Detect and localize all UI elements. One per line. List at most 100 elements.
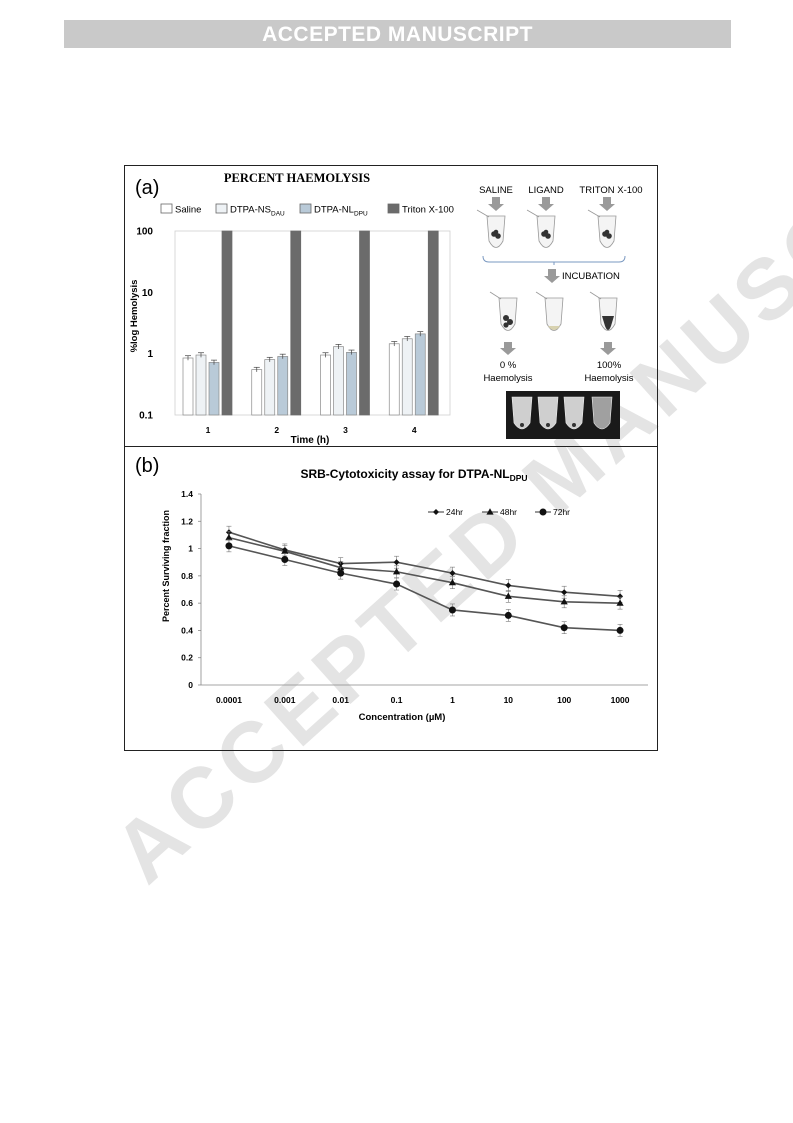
legend-label: DTPA-NLDPU <box>314 205 368 218</box>
data-point <box>616 599 624 606</box>
data-point <box>225 542 233 550</box>
srb-cytotoxicity-chart: (b) SRB-Cytotoxicity assay for DTPA-NLDP… <box>135 455 648 723</box>
data-point <box>433 509 439 515</box>
label-hundred-pct: 100% <box>597 360 622 371</box>
data-point <box>393 559 400 566</box>
bar <box>277 356 289 416</box>
data-point <box>561 589 568 596</box>
legend-label: 24hr <box>446 507 463 517</box>
plot-frame <box>174 230 451 416</box>
x-tick-label: 3 <box>343 425 348 435</box>
x-tick-label: 10 <box>504 695 514 705</box>
data-point <box>616 626 624 634</box>
bar <box>427 230 439 416</box>
bar <box>359 230 370 416</box>
y-tick-label: 0 <box>188 680 193 690</box>
x-tick-label: 0.001 <box>274 695 296 705</box>
data-point <box>504 592 512 599</box>
tube-icon <box>598 297 618 331</box>
accepted-manuscript-banner: ACCEPTED MANUSCRIPT <box>64 20 731 48</box>
bar <box>251 369 263 416</box>
arrow-down-icon <box>544 269 560 283</box>
panel-divider <box>125 446 657 447</box>
tube-icon <box>544 297 564 331</box>
y-tick-label: 0.8 <box>181 571 193 581</box>
y-tick-label: 100 <box>136 227 153 238</box>
bar <box>195 354 207 416</box>
y-tick-label: 0.6 <box>181 598 193 608</box>
figure-frame: (a) PERCENT HAEMOLYSIS Saline DTPA-NSDAU D… <box>124 165 658 751</box>
ligand-pellet <box>548 326 560 330</box>
label-triton: TRITON X-100 <box>579 185 642 196</box>
bar <box>290 230 302 416</box>
chart-b-xlabel: Concentration (µM) <box>359 712 446 723</box>
chart-b-title: SRB-Cytotoxicity assay for DTPA-NLDPU <box>300 467 527 483</box>
label-hundred-desc: Haemolysis <box>584 373 633 384</box>
x-tick-label: 0.0001 <box>216 695 242 705</box>
haemolysis-chart: (a) PERCENT HAEMOLYSIS Saline DTPA-NSDAU D… <box>129 171 643 446</box>
tube-photo-icon <box>537 396 559 430</box>
data-point <box>505 582 512 589</box>
legend-label: 48hr <box>500 507 517 517</box>
data-point <box>486 508 494 515</box>
chart-b-axes: 0 0.2 0.4 0.6 0.8 1 1.2 1.4 0.0001 0.001 0.01 0.1 1 1… <box>181 489 648 705</box>
legend-label: 72hr <box>553 507 570 517</box>
bar <box>182 357 194 416</box>
data-point <box>560 624 568 632</box>
bar <box>333 346 344 416</box>
cell-clusters <box>491 229 612 239</box>
label-incubation: INCUBATION <box>562 271 620 282</box>
chart-a-xlabel: Time (h) <box>291 435 330 446</box>
legend-swatch <box>160 203 173 214</box>
bar <box>320 354 331 416</box>
down-arrows-top <box>488 197 615 211</box>
chart-b-legend: 24hr 48hr 72hr <box>428 507 570 517</box>
data-point <box>449 570 456 577</box>
series-line-24hr <box>228 531 621 598</box>
x-tick-label: 100 <box>557 695 571 705</box>
label-zero-desc: Haemolysis <box>483 373 532 384</box>
y-tick-label: 0.1 <box>139 411 153 422</box>
chart-a-title: PERCENT HAEMOLYSIS <box>224 171 370 185</box>
arrow-down-icon <box>600 342 616 355</box>
data-point <box>225 533 233 541</box>
chart-b-ylabel: Percent Surviving fraction <box>161 510 171 622</box>
y-tick-label: 1.2 <box>181 516 193 526</box>
bar <box>264 359 276 416</box>
arrow-down-icon <box>488 197 504 211</box>
legend-label: Saline <box>175 205 201 216</box>
bar <box>208 362 220 416</box>
tubes-top-row <box>476 209 617 248</box>
data-point <box>539 508 547 516</box>
series-line-72hr <box>228 545 621 632</box>
x-tick-label: 2 <box>274 425 279 435</box>
y-tick-label: 0.4 <box>181 625 193 635</box>
data-point <box>560 597 568 605</box>
x-tick-label: 4 <box>412 425 417 435</box>
legend-swatch <box>387 203 400 214</box>
arrow-down-icon <box>599 197 615 211</box>
bar <box>388 343 400 416</box>
label-saline: SALINE <box>479 185 513 196</box>
x-tick-label: 0.01 <box>332 695 349 705</box>
chart-a-legend: Saline DTPA-NSDAU DTPA-NLDPU Triton X-100 <box>160 203 454 218</box>
x-tick-label: 1000 <box>611 695 630 705</box>
data-point <box>617 593 624 600</box>
y-tick-label: 1 <box>188 544 193 554</box>
panel-a-label: (a) <box>135 177 159 199</box>
data-point <box>337 569 345 577</box>
bar <box>221 230 233 416</box>
data-point <box>448 606 456 614</box>
data-point <box>448 578 457 586</box>
data-point <box>281 547 289 554</box>
data-point <box>281 555 289 563</box>
x-tick-label: 1 <box>206 425 211 435</box>
data-point <box>504 611 512 619</box>
bar <box>346 352 357 416</box>
tubes-photo <box>506 391 620 439</box>
lysed-blood <box>602 316 614 330</box>
arrow-down-icon <box>538 197 554 211</box>
y-tick-label: 1.4 <box>181 489 193 499</box>
legend-label: DTPA-NSDAU <box>230 205 285 218</box>
chart-a-axes: 0.1 1 10 100 1 2 3 4 <box>136 227 451 435</box>
